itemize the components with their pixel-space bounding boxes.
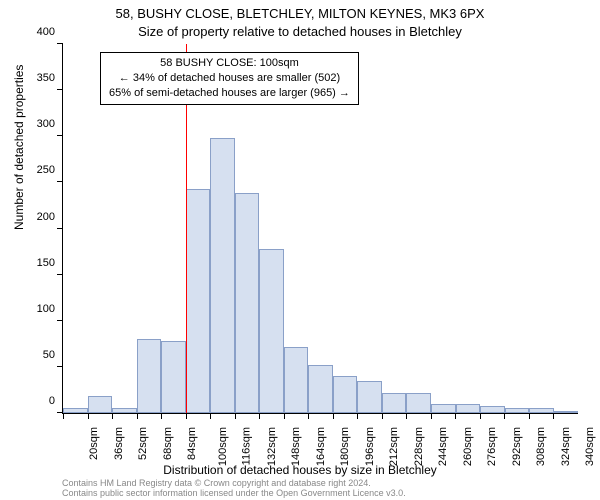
x-tick	[382, 413, 383, 419]
histogram-bar	[456, 404, 481, 413]
histogram-bar	[480, 406, 505, 413]
histogram-bar	[406, 393, 431, 413]
info-line-larger: 65% of semi-detached houses are larger (…	[109, 86, 350, 101]
x-tick	[259, 413, 260, 419]
x-tick-label: 340sqm	[585, 427, 597, 466]
x-tick-label: 148sqm	[290, 427, 302, 466]
x-tick	[357, 413, 358, 419]
y-tick	[57, 89, 63, 90]
x-tick	[529, 413, 530, 419]
x-tick-label: 68sqm	[162, 427, 174, 460]
x-tick	[333, 413, 334, 419]
histogram-bar	[431, 404, 456, 413]
x-tick-label: 36sqm	[113, 427, 125, 460]
x-tick-label: 260sqm	[462, 427, 474, 466]
histogram-bar	[186, 189, 211, 413]
x-tick	[161, 413, 162, 419]
x-tick	[235, 413, 236, 419]
x-tick-label: 100sqm	[217, 427, 229, 466]
x-tick-label: 276sqm	[487, 427, 499, 466]
x-tick	[308, 413, 309, 419]
info-line-smaller: ← 34% of detached houses are smaller (50…	[109, 71, 350, 86]
histogram-bar	[112, 408, 137, 413]
y-tick	[57, 135, 63, 136]
x-tick	[88, 413, 89, 419]
y-tick-label: 50	[43, 349, 55, 361]
x-tick	[431, 413, 432, 419]
y-tick	[57, 366, 63, 367]
x-tick	[112, 413, 113, 419]
x-tick	[504, 413, 505, 419]
y-tick	[57, 181, 63, 182]
histogram-bar	[529, 408, 554, 413]
x-tick	[284, 413, 285, 419]
footer-attribution: Contains HM Land Registry data © Crown c…	[62, 479, 406, 499]
y-tick-label: 300	[37, 118, 55, 130]
histogram-bar	[505, 408, 530, 413]
chart-title-address: 58, BUSHY CLOSE, BLETCHLEY, MILTON KEYNE…	[0, 6, 600, 21]
histogram-bar	[308, 365, 333, 413]
x-tick	[406, 413, 407, 419]
histogram-bar	[88, 396, 113, 413]
x-tick	[63, 413, 64, 419]
x-tick	[455, 413, 456, 419]
x-tick-label: 116sqm	[240, 427, 252, 465]
histogram-bar	[382, 393, 407, 413]
histogram-bar	[357, 381, 382, 413]
y-tick-label: 0	[49, 395, 55, 407]
x-tick-label: 84sqm	[186, 427, 198, 460]
histogram-bar	[63, 408, 88, 413]
footer-line2: Contains public sector information licen…	[62, 489, 406, 499]
y-tick-label: 200	[37, 211, 55, 223]
y-tick-label: 250	[37, 164, 55, 176]
x-tick-label: 180sqm	[339, 427, 351, 466]
chart-container: 58, BUSHY CLOSE, BLETCHLEY, MILTON KEYNE…	[0, 0, 600, 500]
x-tick-label: 132sqm	[266, 427, 278, 466]
x-tick-label: 212sqm	[388, 427, 400, 466]
y-tick-label: 150	[37, 257, 55, 269]
histogram-bar	[554, 411, 579, 413]
x-tick	[210, 413, 211, 419]
histogram-bar	[259, 249, 284, 413]
y-tick-label: 400	[37, 26, 55, 38]
info-callout-box: 58 BUSHY CLOSE: 100sqm ← 34% of detached…	[100, 52, 359, 105]
histogram-bar	[333, 376, 358, 413]
y-tick-label: 350	[37, 72, 55, 84]
y-tick	[57, 320, 63, 321]
x-tick	[137, 413, 138, 419]
x-tick	[480, 413, 481, 419]
histogram-bar	[235, 193, 260, 413]
y-axis-title: Number of detached properties	[12, 65, 26, 230]
x-tick-label: 228sqm	[413, 427, 425, 466]
x-tick-label: 20sqm	[88, 427, 100, 460]
y-tick	[57, 228, 63, 229]
x-tick	[186, 413, 187, 419]
info-line-property: 58 BUSHY CLOSE: 100sqm	[109, 56, 350, 71]
histogram-bar	[284, 347, 309, 413]
x-tick-label: 308sqm	[536, 427, 548, 466]
x-tick-label: 324sqm	[560, 427, 572, 466]
x-tick-label: 244sqm	[437, 427, 449, 466]
x-tick-label: 292sqm	[511, 427, 523, 466]
x-tick-label: 196sqm	[364, 427, 376, 466]
histogram-bar	[210, 138, 235, 413]
histogram-bar	[137, 339, 162, 413]
histogram-bar	[161, 341, 186, 413]
x-tick	[553, 413, 554, 419]
y-tick-label: 100	[37, 303, 55, 315]
chart-title-subtitle: Size of property relative to detached ho…	[0, 24, 600, 39]
x-tick-label: 164sqm	[315, 427, 327, 466]
x-tick-label: 52sqm	[137, 427, 149, 460]
y-tick	[57, 274, 63, 275]
y-tick	[57, 43, 63, 44]
